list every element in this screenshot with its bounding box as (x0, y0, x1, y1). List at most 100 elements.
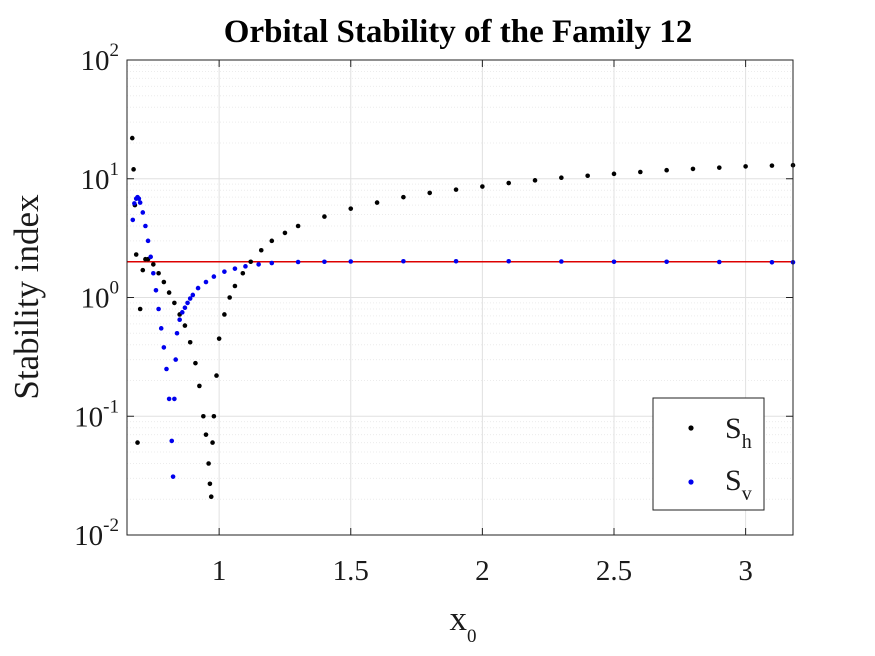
data-point-Sv (137, 200, 143, 205)
grid (127, 59, 793, 536)
data-point-Sh (222, 312, 227, 317)
data-point-Sh (559, 175, 564, 181)
y-tick-label: 101 (81, 159, 120, 196)
x-tick-label: 1 (212, 555, 227, 587)
series-Sv (130, 194, 796, 479)
data-point-Sv (151, 270, 156, 276)
data-point-Sh (532, 178, 538, 183)
data-point-Sv (169, 438, 175, 444)
data-point-Sh (258, 247, 264, 253)
data-point-Sh (131, 167, 136, 172)
x-axis-label-subscript: 0 (467, 626, 477, 647)
x-tick-label: 3 (738, 555, 753, 587)
data-point-Sh (295, 223, 301, 229)
data-point-Sv (179, 310, 185, 315)
data-point-Sv (195, 285, 201, 291)
data-point-Sv (148, 254, 153, 260)
data-point-Sv (506, 258, 511, 264)
data-point-Sv (453, 258, 459, 264)
data-point-Sh (137, 306, 143, 312)
data-point-Sv (716, 259, 722, 265)
data-point-Sv (559, 259, 564, 264)
data-point-Sv (161, 345, 167, 350)
data-point-Sh (211, 413, 217, 419)
data-point-Sv (145, 238, 151, 244)
data-point-Sv (136, 196, 142, 201)
legend-box (652, 397, 765, 511)
data-point-Sv (143, 223, 148, 229)
data-point-Sh (187, 339, 193, 345)
data-point-Sv (322, 259, 327, 265)
data-point-Sv (611, 259, 617, 265)
data-point-Sh (269, 238, 275, 244)
data-point-Sh (129, 135, 135, 141)
chart-title: Orbital Stability of the Family 12 (224, 14, 692, 50)
data-point-Sh (374, 200, 380, 205)
data-point-Sv (256, 262, 261, 267)
data-point-Sv (185, 300, 190, 306)
data-point-Sh (611, 171, 617, 177)
data-point-Sv (187, 296, 193, 301)
data-point-Sv (401, 258, 406, 264)
data-point-Sh (690, 166, 696, 172)
data-point-Sv (182, 305, 188, 311)
data-point-Sh (506, 180, 511, 186)
data-point-Sh (135, 440, 140, 445)
data-point-Sh (201, 413, 206, 419)
legend-marker-sh (688, 425, 694, 431)
data-point-Sv (243, 264, 248, 269)
y-tick-label: 10-1 (74, 396, 119, 433)
data-point-Sh (453, 187, 459, 192)
legend: Sh Sv (652, 397, 765, 511)
data-point-Sh (240, 270, 246, 276)
data-point-Sh (206, 461, 211, 466)
data-point-Sh (664, 167, 669, 173)
x-axis-label-base: x (450, 599, 468, 638)
data-point-Sv (269, 260, 275, 266)
data-point-Sh (208, 494, 214, 500)
data-point-Sv (156, 306, 161, 312)
data-point-Sh (216, 336, 222, 341)
y-tick-label: 102 (81, 40, 120, 77)
data-point-Sh (161, 279, 167, 285)
legend-label-sh: Sh (725, 412, 752, 453)
data-point-Sh (322, 214, 327, 219)
legend-marker-sv (688, 479, 694, 485)
data-point-Sv (130, 217, 136, 223)
ticks: 1 1.5 2 2.5 3 10-2 10-1 100 101 102 (74, 40, 793, 587)
data-point-Sv (166, 396, 172, 402)
data-point-Sv (174, 330, 180, 336)
data-point-Sv (769, 259, 775, 265)
x-tick-label: 2 (475, 555, 490, 587)
data-point-Sh (203, 432, 209, 437)
data-point-Sv (172, 396, 177, 402)
x-tick-label: 2.5 (596, 555, 632, 587)
y-tick-label: 100 (81, 278, 120, 315)
data-point-Sv (170, 474, 176, 479)
data-point-Sh (638, 169, 643, 175)
data-point-Sv (158, 326, 164, 331)
data-point-Sv (664, 259, 669, 265)
data-point-Sh (480, 184, 485, 189)
data-point-Sh (227, 295, 232, 300)
y-tick-label: 10-2 (74, 515, 119, 552)
data-point-Sv (190, 292, 196, 298)
data-point-Sh (182, 323, 188, 328)
data-point-Sv (295, 259, 301, 265)
data-point-Sv (132, 201, 137, 206)
data-point-Sv (211, 274, 217, 279)
data-point-Sv (232, 266, 238, 271)
data-point-Sv (203, 279, 209, 285)
data-point-Sh (716, 165, 722, 170)
legend-label-sv: Sv (725, 464, 752, 505)
data-point-Sh (743, 164, 748, 169)
data-point-Sh (133, 252, 139, 257)
data-point-Sh (214, 373, 219, 378)
data-point-Sh (585, 173, 590, 179)
data-point-Sv (140, 210, 146, 215)
data-point-Sh (151, 262, 156, 267)
y-axis-label: Stability index (7, 194, 46, 400)
x-tick-label: 1.5 (333, 555, 369, 587)
data-point-Sv (164, 366, 169, 372)
